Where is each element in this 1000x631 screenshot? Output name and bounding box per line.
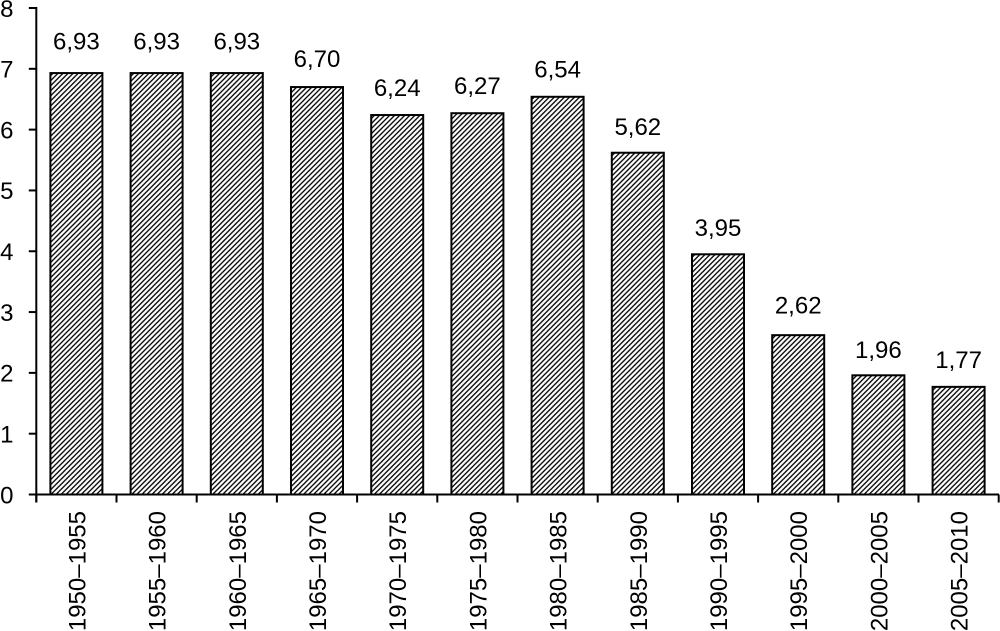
svg-text:6,70: 6,70 — [294, 46, 341, 73]
svg-text:4: 4 — [0, 239, 13, 266]
svg-text:6,93: 6,93 — [213, 28, 260, 55]
svg-text:1980–1985: 1980–1985 — [546, 511, 573, 631]
svg-text:6,93: 6,93 — [133, 28, 180, 55]
svg-text:1,77: 1,77 — [935, 347, 982, 374]
svg-text:1960–1965: 1960–1965 — [225, 511, 252, 631]
svg-text:7: 7 — [0, 57, 13, 84]
svg-text:1950–1955: 1950–1955 — [64, 511, 91, 631]
svg-text:1995–2000: 1995–2000 — [786, 511, 813, 631]
svg-text:1955–1960: 1955–1960 — [145, 511, 172, 631]
svg-text:3: 3 — [0, 300, 13, 327]
svg-text:6,27: 6,27 — [454, 73, 501, 100]
svg-text:1,96: 1,96 — [855, 337, 902, 364]
svg-text:5: 5 — [0, 178, 13, 205]
svg-text:1: 1 — [0, 421, 13, 448]
svg-text:1990–1995: 1990–1995 — [706, 511, 733, 631]
svg-text:1965–1970: 1965–1970 — [305, 511, 332, 631]
svg-text:6,54: 6,54 — [534, 56, 581, 83]
svg-text:6,93: 6,93 — [53, 28, 100, 55]
svg-text:3,95: 3,95 — [695, 215, 742, 242]
svg-text:6,24: 6,24 — [374, 75, 421, 102]
svg-text:5,62: 5,62 — [614, 114, 661, 141]
svg-text:8: 8 — [0, 0, 13, 23]
svg-text:2005–2010: 2005–2010 — [947, 511, 974, 631]
svg-text:1970–1975: 1970–1975 — [385, 511, 412, 631]
svg-text:0: 0 — [0, 482, 13, 509]
svg-text:2,62: 2,62 — [775, 293, 822, 320]
svg-text:1985–1990: 1985–1990 — [626, 511, 653, 631]
svg-text:2: 2 — [0, 361, 13, 388]
svg-text:6: 6 — [0, 117, 13, 144]
svg-text:2000–2005: 2000–2005 — [866, 511, 893, 631]
svg-text:1975–1980: 1975–1980 — [465, 511, 492, 631]
